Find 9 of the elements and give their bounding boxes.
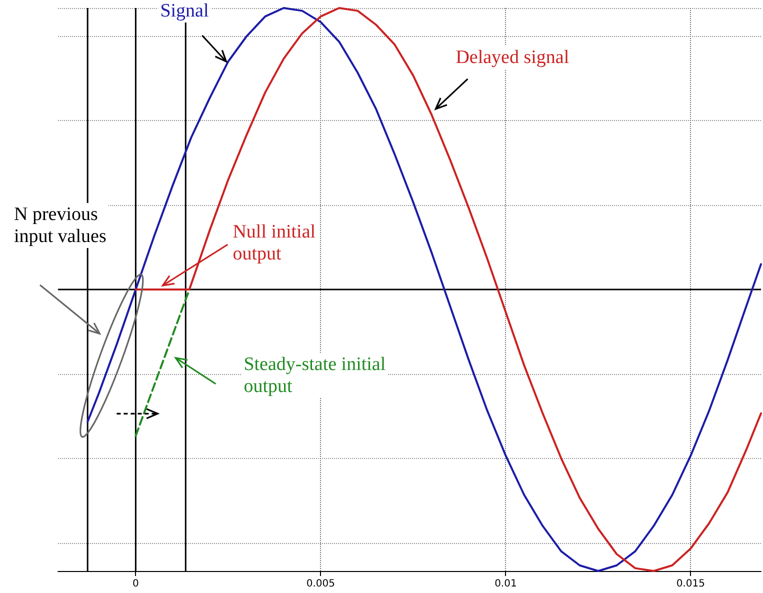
text: Null initial output xyxy=(232,222,316,264)
x-tick-label: 0 xyxy=(132,578,139,590)
text: Signal xyxy=(160,0,209,22)
text: Delayed signal xyxy=(456,46,570,68)
annotation: N previous input values xyxy=(14,204,106,247)
legend-label: Steady-state initial output xyxy=(244,354,386,397)
x-tick-label: 0.01 xyxy=(494,578,517,590)
x-tick-label: 0.015 xyxy=(676,578,706,590)
x-tick-label: 0.005 xyxy=(306,578,336,590)
